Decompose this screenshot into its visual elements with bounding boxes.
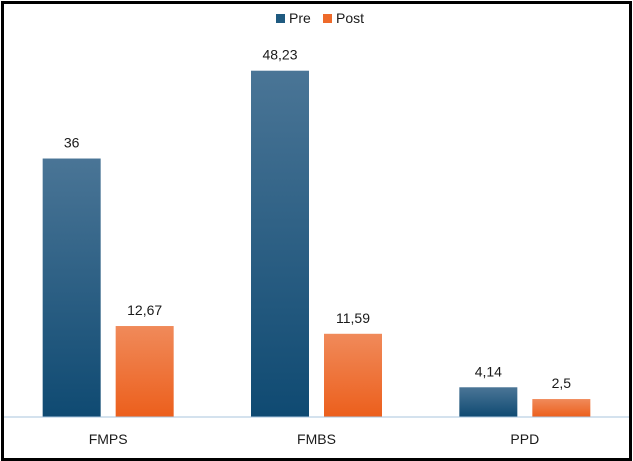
bar-pre-fmbs [251,70,309,417]
bar-post-ppd [532,399,591,417]
x-tick-label-fmbs: FMBS [297,431,336,447]
legend: Pre Post [276,10,364,26]
value-label-pre-ppd: 4,14 [475,363,502,379]
x-axis-tick-labels: FMPS FMBS PPD [89,431,540,447]
bar-pre-ppd [459,387,518,417]
bar-post-fmbs [324,333,382,417]
bars-group [42,70,591,417]
legend-swatch-pre [276,14,285,23]
x-tick-label-ppd: PPD [510,431,539,447]
legend-swatch-post [323,14,332,23]
bar-post-fmps [115,326,174,417]
legend-label-pre: Pre [289,10,311,26]
value-label-pre-fmbs: 48,23 [262,47,297,63]
value-label-pre-fmps: 36 [64,135,80,151]
value-labels-group: 36 12,67 48,23 11,59 4,14 2,5 [64,47,571,391]
value-label-post-fmps: 12,67 [127,302,162,318]
value-label-post-ppd: 2,5 [552,375,572,391]
x-tick-label-fmps: FMPS [89,431,128,447]
bar-pre-fmps [42,158,101,417]
legend-label-post: Post [336,10,364,26]
value-label-post-fmbs: 11,59 [336,310,370,326]
